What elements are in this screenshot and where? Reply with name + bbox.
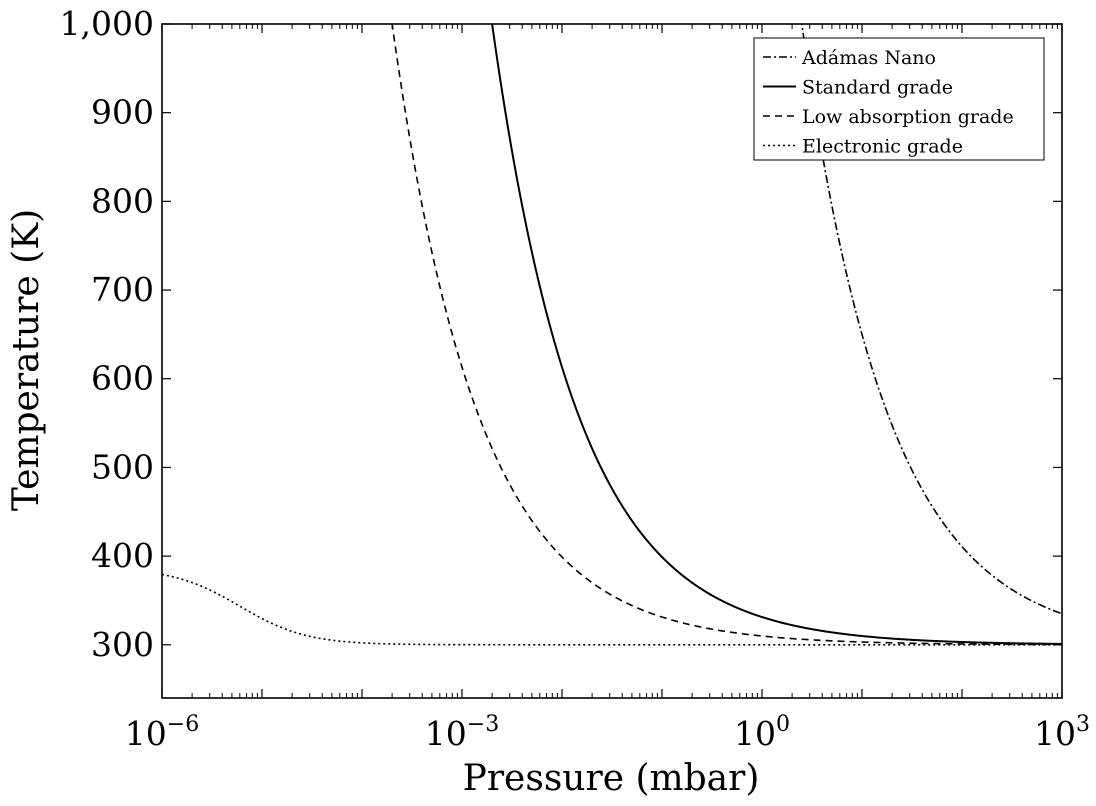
series-layer — [162, 24, 1062, 646]
y-tick-labels: 300 400 500 600 700 800 900 1,000 — [60, 4, 154, 664]
x-axis-title: Pressure (mbar) — [463, 758, 760, 799]
y-tick-label: 300 — [91, 625, 154, 664]
y-tick-label: 600 — [91, 359, 154, 398]
series-line-standard-grade — [491, 24, 1062, 645]
y-tick-label: 1,000 — [60, 4, 154, 43]
legend-label: Adámas Nano — [801, 47, 936, 69]
plot-frame — [161, 23, 1063, 699]
x-tick-labels: 10−6 10−3 100 103 — [125, 712, 1090, 753]
y-axis-title: Temperature (K) — [6, 209, 47, 511]
axis-ticks — [161, 23, 1063, 698]
x-tick-label: 103 — [1034, 712, 1090, 753]
legend-label: Electronic grade — [802, 136, 963, 158]
y-tick-label: 700 — [91, 270, 154, 309]
y-tick-label: 800 — [91, 181, 154, 220]
x-tick-label: 10−3 — [425, 712, 499, 753]
x-tick-label: 10−6 — [125, 712, 199, 753]
legend-label: Standard grade — [802, 77, 953, 99]
y-tick-label: 500 — [91, 447, 154, 486]
x-tick-label: 100 — [734, 712, 790, 753]
y-tick-label: 900 — [91, 93, 154, 132]
series-line-electronic-grade — [162, 573, 1062, 646]
legend-label: Low absorption grade — [802, 106, 1014, 128]
legend: Adámas Nano Standard grade Low absorption … — [753, 37, 1045, 161]
series-line-low-absorption-grade — [391, 24, 1062, 646]
legend-box — [753, 37, 1045, 161]
series-line-ad-mas-nano — [800, 24, 1062, 615]
y-tick-label: 400 — [91, 536, 154, 575]
